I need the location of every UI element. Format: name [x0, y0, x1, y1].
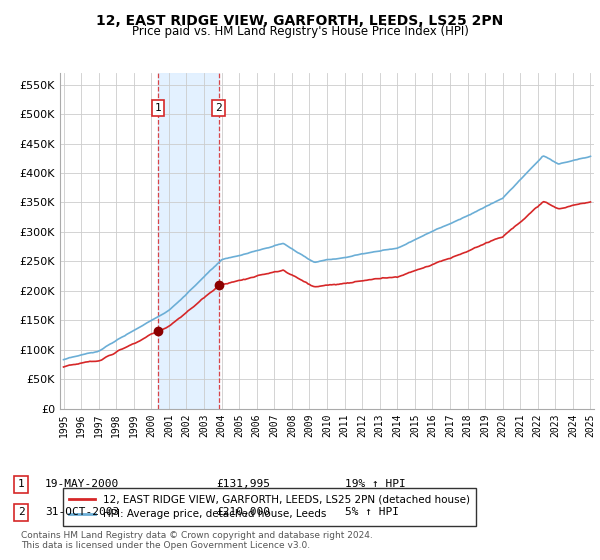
Bar: [158, 73, 218, 409]
Text: 19% ↑ HPI: 19% ↑ HPI: [345, 479, 406, 489]
Text: 2: 2: [215, 103, 222, 113]
Text: £210,000: £210,000: [216, 507, 270, 517]
Text: 1: 1: [17, 479, 25, 489]
Text: £131,995: £131,995: [216, 479, 270, 489]
Text: 19-MAY-2000: 19-MAY-2000: [45, 479, 119, 489]
Text: Contains HM Land Registry data © Crown copyright and database right 2024.
This d: Contains HM Land Registry data © Crown c…: [21, 530, 373, 550]
Legend: 12, EAST RIDGE VIEW, GARFORTH, LEEDS, LS25 2PN (detached house), HPI: Average pr: 12, EAST RIDGE VIEW, GARFORTH, LEEDS, LS…: [62, 488, 476, 526]
Text: 5% ↑ HPI: 5% ↑ HPI: [345, 507, 399, 517]
Text: 12, EAST RIDGE VIEW, GARFORTH, LEEDS, LS25 2PN: 12, EAST RIDGE VIEW, GARFORTH, LEEDS, LS…: [97, 14, 503, 28]
Text: 1: 1: [154, 103, 161, 113]
Text: 31-OCT-2003: 31-OCT-2003: [45, 507, 119, 517]
Text: 2: 2: [17, 507, 25, 517]
Text: Price paid vs. HM Land Registry's House Price Index (HPI): Price paid vs. HM Land Registry's House …: [131, 25, 469, 38]
